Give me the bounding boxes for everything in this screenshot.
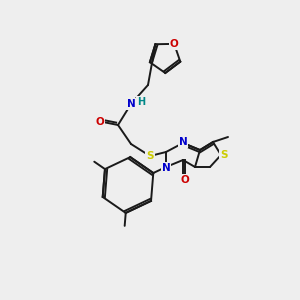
Text: N: N <box>127 99 135 109</box>
Text: S: S <box>146 151 154 161</box>
Text: N: N <box>162 163 170 173</box>
Text: N: N <box>178 137 188 147</box>
Text: O: O <box>96 117 104 127</box>
Text: O: O <box>170 39 178 49</box>
Text: H: H <box>137 97 145 107</box>
Text: S: S <box>220 150 228 160</box>
Text: O: O <box>181 175 189 185</box>
